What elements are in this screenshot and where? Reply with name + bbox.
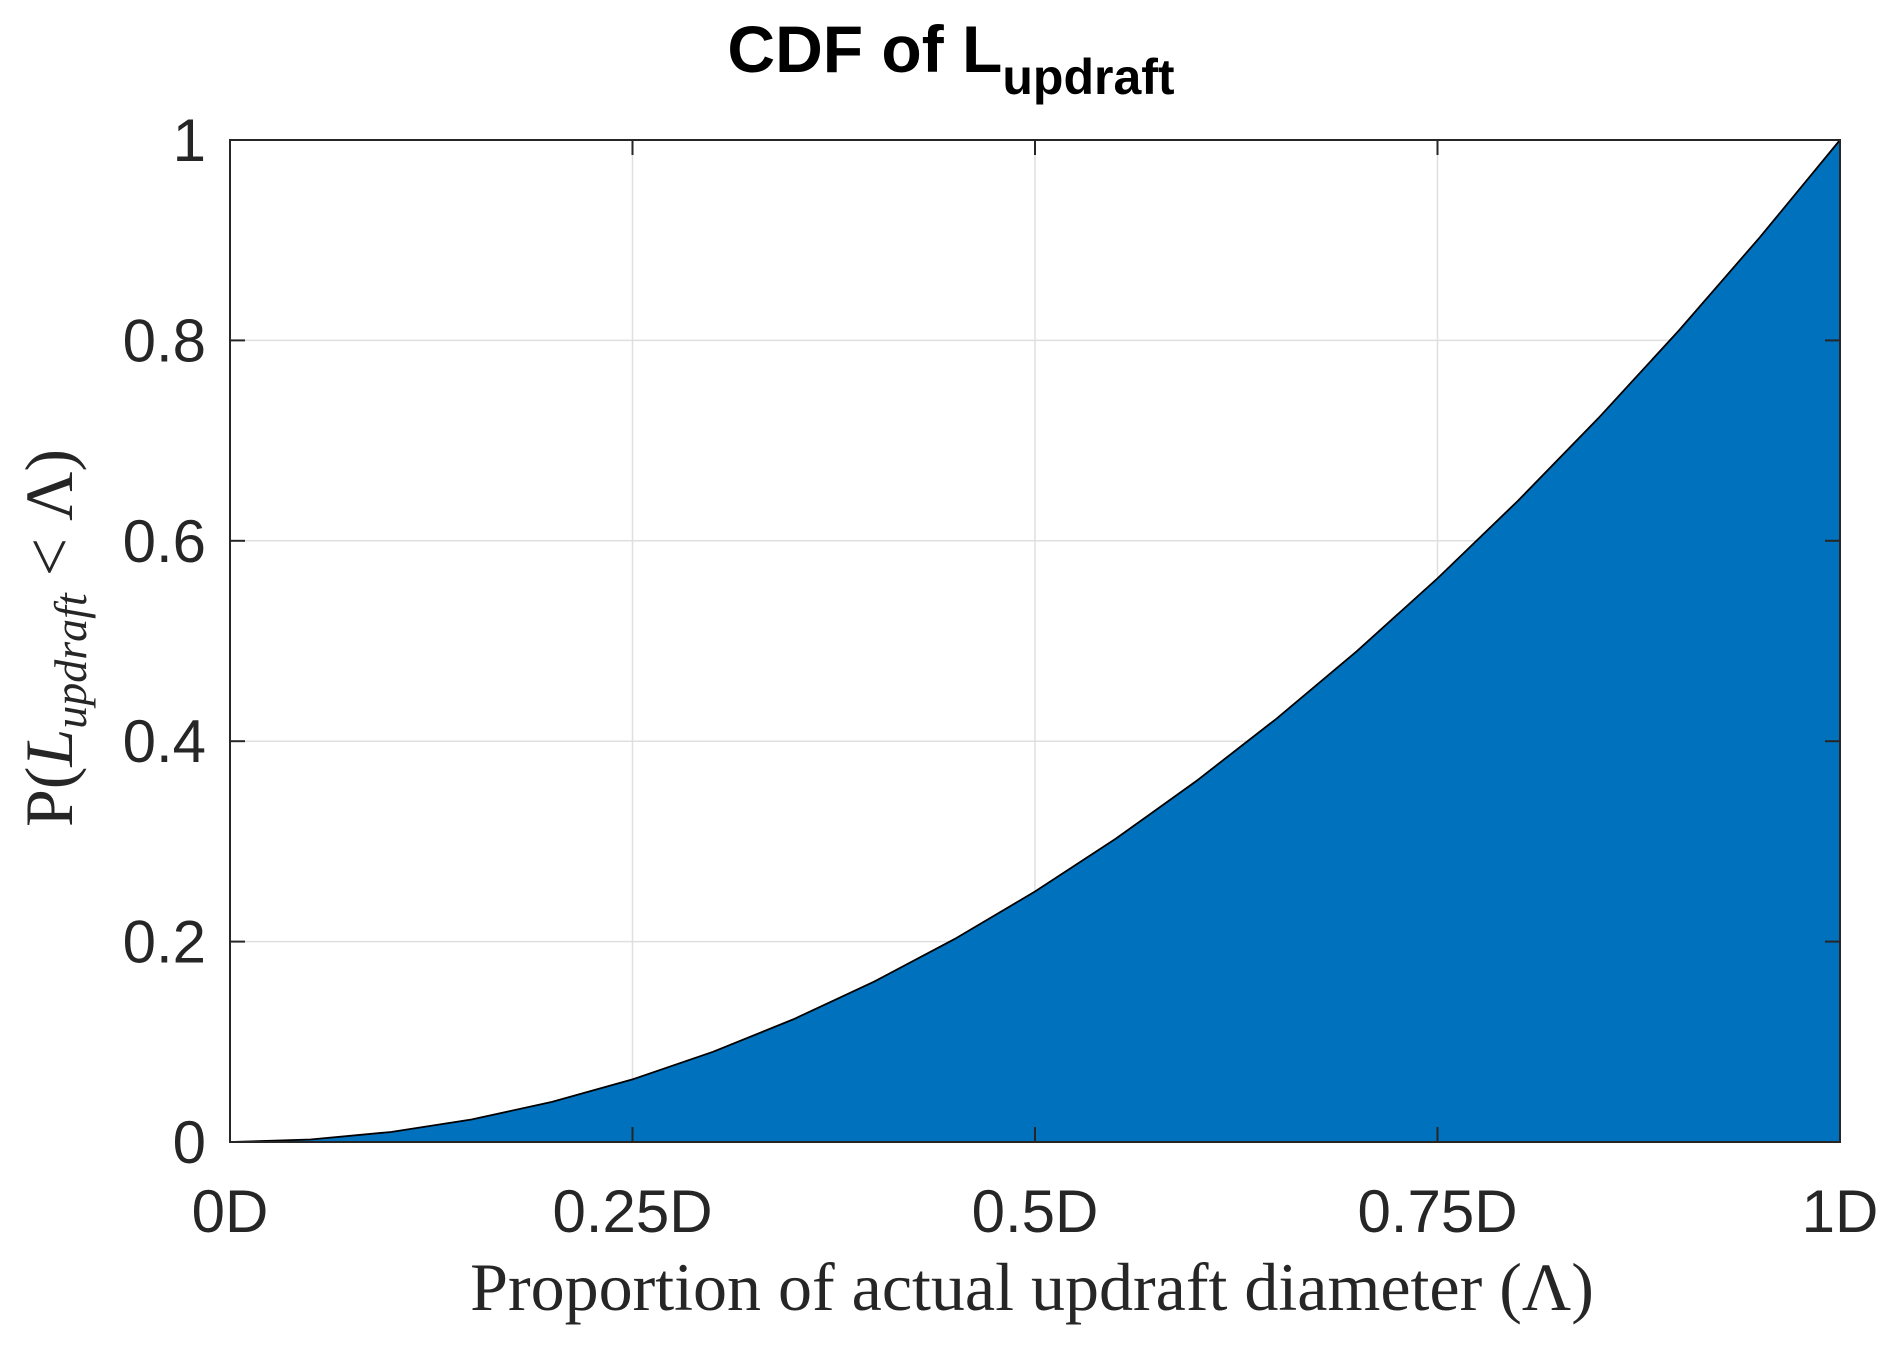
y-tick-label: 0.6 [123, 508, 206, 575]
x-tick-labels: 0D 0.25D 0.5D 0.75D 1D [192, 1178, 1879, 1245]
x-tick-label: 1D [1802, 1178, 1879, 1245]
x-tick-label: 0.25D [552, 1178, 712, 1245]
area-series [229, 139, 1841, 1143]
y-axis-label: P(Lupdraft < Λ) [11, 449, 96, 827]
x-tick-label: 0.5D [972, 1178, 1099, 1245]
tick-marks [229, 139, 1841, 1143]
y-axis-label-operator: < [11, 521, 87, 593]
chart-title-subscript: updraft [1002, 49, 1175, 105]
x-axis-label: Proportion of actual updraft diameter (Λ… [470, 1249, 1594, 1325]
y-tick-label: 0.8 [123, 307, 206, 374]
y-axis-label-suffix: ) [11, 449, 87, 472]
y-axis-label-prefix: P( [11, 767, 87, 827]
y-tick-label: 0 [173, 1109, 206, 1176]
x-tick-label: 0.75D [1357, 1178, 1517, 1245]
chart-title: CDF of Lupdraft [727, 12, 1174, 105]
y-tick-label: 1 [173, 107, 206, 174]
x-tick-label: 0D [192, 1178, 269, 1245]
chart-title-main: CDF of L [727, 12, 1002, 86]
area-fill [230, 140, 1840, 1142]
area-edge-line [229, 139, 1841, 1143]
y-tick-label: 0.2 [123, 909, 206, 976]
y-axis-label-symbol: Λ [11, 472, 87, 521]
y-tick-label: 0.4 [123, 708, 206, 775]
y-tick-labels: 0 0.2 0.4 0.6 0.8 1 [123, 107, 206, 1176]
y-axis-label-variable: L [11, 729, 87, 768]
y-axis-label-subscript: updraft [45, 592, 96, 729]
